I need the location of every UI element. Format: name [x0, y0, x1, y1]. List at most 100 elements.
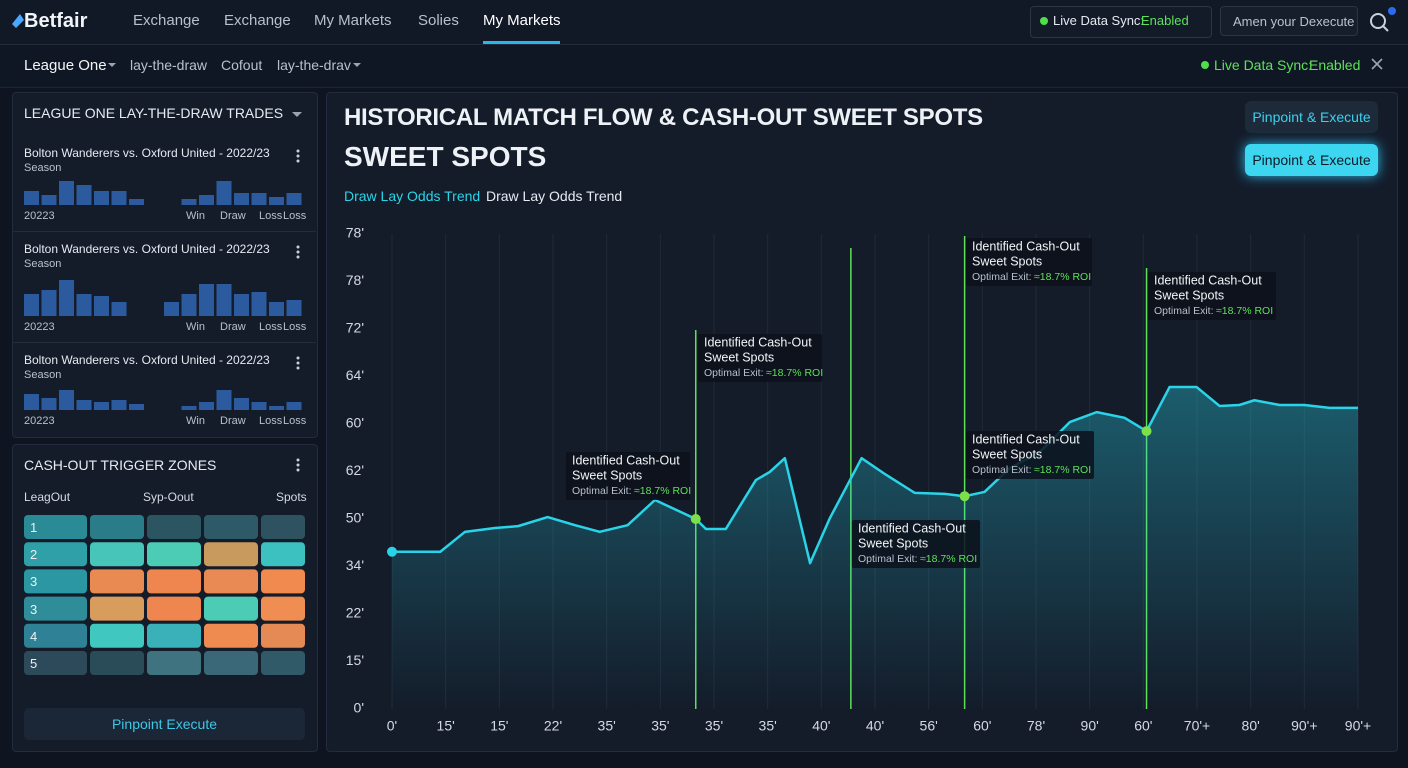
chart-subtitle: SWEET SPOTS [344, 141, 547, 172]
sync-pill[interactable] [1030, 6, 1212, 38]
filter[interactable]: League One [24, 57, 107, 74]
match-title[interactable]: Bolton Wanderers vs. Oxford United - 202… [24, 353, 270, 367]
zone-column: Spots [276, 490, 307, 504]
heat-cell [204, 542, 258, 567]
divider [12, 231, 316, 232]
annotation-box [966, 238, 1092, 286]
y-tick-label: 60' [346, 415, 364, 431]
kebab-dot [296, 468, 300, 472]
mini-label: Loss [283, 415, 307, 427]
sync-label: Live Data Sync: [1053, 13, 1145, 28]
x-tick-label: 56' [920, 718, 938, 734]
heat-cell [261, 623, 305, 648]
heat-cell [90, 542, 144, 567]
match-season: Season [24, 369, 62, 381]
heat-cell [204, 651, 258, 675]
heat-cell [147, 515, 201, 539]
mini-bar [76, 185, 92, 205]
nav-link[interactable]: Exchange [224, 12, 291, 29]
match-title[interactable]: Bolton Wanderers vs. Oxford United - 202… [24, 146, 270, 160]
logo[interactable]: Betfair [24, 10, 88, 32]
nav-link[interactable]: My Markets [314, 12, 392, 29]
annotation-exit-value: ≈18.7% ROI [766, 367, 823, 379]
mini-bar [76, 400, 92, 410]
kebab-dot [296, 255, 300, 259]
mini-bar [269, 302, 284, 316]
match-season: Season [24, 162, 62, 174]
mini-bar [199, 402, 214, 410]
action-button[interactable]: Pinpoint & Execute [1245, 144, 1378, 176]
execute-button[interactable]: Pinpoint Execute [24, 708, 305, 740]
legend-entry: Draw Lay Odds Trend [344, 188, 481, 204]
annotation-exit-label: Optimal Exit: [972, 271, 1032, 283]
divider [12, 342, 316, 343]
heat-cell [90, 515, 144, 539]
heat-cell [261, 542, 305, 567]
y-tick-label: 62' [346, 462, 364, 478]
dropdown-caret [108, 63, 116, 67]
nav-link[interactable]: Solies [418, 12, 459, 29]
x-tick-label: 35' [598, 718, 616, 734]
x-tick-label: 35' [759, 718, 777, 734]
chart-title: HISTORICAL MATCH FLOW & CASH-OUT SWEET S… [344, 104, 983, 131]
close-icon [1371, 58, 1383, 70]
y-tick-label: 22' [346, 605, 364, 621]
x-tick-label: 60' [973, 718, 991, 734]
annotation-exit-label: Optimal Exit: [1154, 305, 1214, 317]
match-title[interactable]: Bolton Wanderers vs. Oxford United - 202… [24, 242, 270, 256]
annotation-title: Identified Cash-Out [858, 521, 966, 535]
annotation-exit-value: ≈18.7% ROI [1216, 305, 1273, 317]
heat-cell [24, 651, 87, 675]
search-input[interactable]: Amen your Dexecute [1220, 6, 1358, 36]
panel-title: CASH-OUT TRIGGER ZONES [24, 457, 217, 473]
panel-title: LEAGUE ONE LAY-THE-DRAW TRADES [24, 105, 284, 121]
x-tick-label: 35' [651, 718, 669, 734]
nav-active-underline [483, 41, 560, 44]
x-tick-label: 90'+ [1345, 718, 1371, 734]
heat-cell [90, 623, 144, 648]
mini-bar [181, 406, 197, 410]
kebab-dot [296, 356, 300, 360]
x-tick-label: 40' [812, 718, 830, 734]
mini-bar [111, 400, 127, 410]
nav-link[interactable]: Exchange [133, 12, 200, 29]
mini-bar [286, 300, 302, 316]
kebab-dot [296, 361, 300, 365]
zone-column: Syp-Oout [143, 490, 194, 504]
y-tick-label: 15' [346, 652, 364, 668]
heat-cell [24, 569, 87, 594]
filter[interactable]: lay-the-draw [130, 57, 208, 73]
heat-cell [24, 623, 87, 648]
nav-link[interactable]: My Markets [483, 12, 561, 29]
mini-bar [24, 191, 39, 205]
mini-bar [234, 294, 249, 316]
annotation-exit-label: Optimal Exit: [972, 464, 1032, 476]
heat-cell [147, 623, 201, 648]
sub-nav [0, 45, 1408, 88]
mini-bar [94, 402, 109, 410]
mini-bar [251, 292, 267, 316]
heat-cell [90, 651, 144, 675]
annotation-exit-value: ≈18.7% ROI [634, 485, 691, 497]
sync-dot [1040, 17, 1048, 25]
sweet-spot [690, 514, 701, 524]
annotation-exit-label: Optimal Exit: [704, 367, 764, 379]
annotation-box [698, 334, 822, 382]
filter[interactable]: lay-the-drav [277, 57, 351, 73]
mini-label: Draw [220, 415, 246, 427]
notification-dot [1388, 7, 1396, 15]
x-tick-label: 0' [387, 718, 397, 734]
mini-bar [24, 294, 39, 316]
mini-bar [129, 199, 144, 205]
mini-bar [286, 402, 302, 410]
y-tick-label: 0' [354, 700, 364, 716]
annotation-exit-label: Optimal Exit: [572, 485, 632, 497]
action-button[interactable]: Pinpoint & Execute [1245, 101, 1378, 133]
mini-bar [269, 197, 284, 205]
heat-cell [90, 569, 144, 594]
filter[interactable]: Cofout [221, 57, 263, 73]
heat-cell [24, 515, 87, 539]
mini-bar [41, 195, 57, 205]
